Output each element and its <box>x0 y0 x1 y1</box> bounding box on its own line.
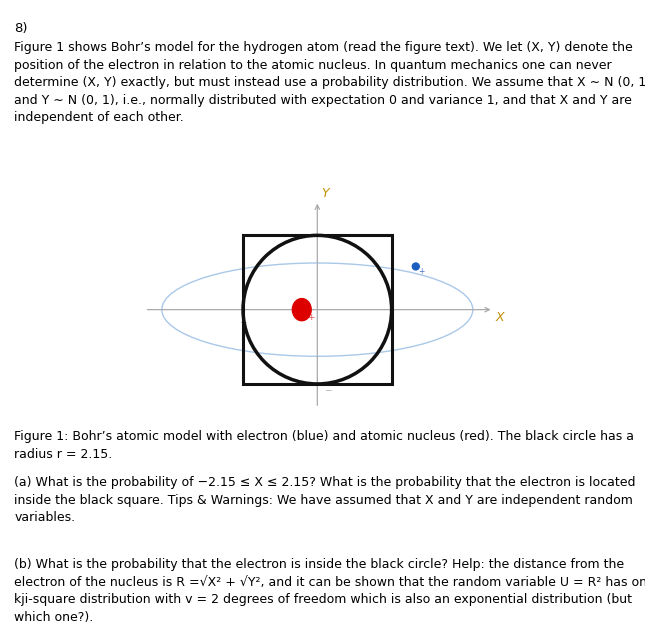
Circle shape <box>412 263 419 270</box>
Text: −: − <box>239 317 247 326</box>
Text: +: + <box>418 268 424 276</box>
Text: (b) What is the probability that the electron is inside the black circle? Help: : (b) What is the probability that the ele… <box>14 558 645 624</box>
Ellipse shape <box>292 298 311 321</box>
Text: Y: Y <box>321 187 329 200</box>
Text: Figure 1 shows Bohr’s model for the hydrogen atom (read the figure text). We let: Figure 1 shows Bohr’s model for the hydr… <box>14 41 645 124</box>
Bar <box>243 235 392 384</box>
Text: X: X <box>495 311 504 324</box>
Text: −: − <box>324 386 331 394</box>
Text: +: + <box>308 313 315 322</box>
Text: Figure 1: Bohr’s atomic model with electron (blue) and atomic nucleus (red). The: Figure 1: Bohr’s atomic model with elect… <box>14 430 634 461</box>
Text: (a) What is the probability of −2.15 ≤ X ≤ 2.15? What is the probability that th: (a) What is the probability of −2.15 ≤ X… <box>14 476 636 524</box>
Text: 8): 8) <box>14 22 28 35</box>
